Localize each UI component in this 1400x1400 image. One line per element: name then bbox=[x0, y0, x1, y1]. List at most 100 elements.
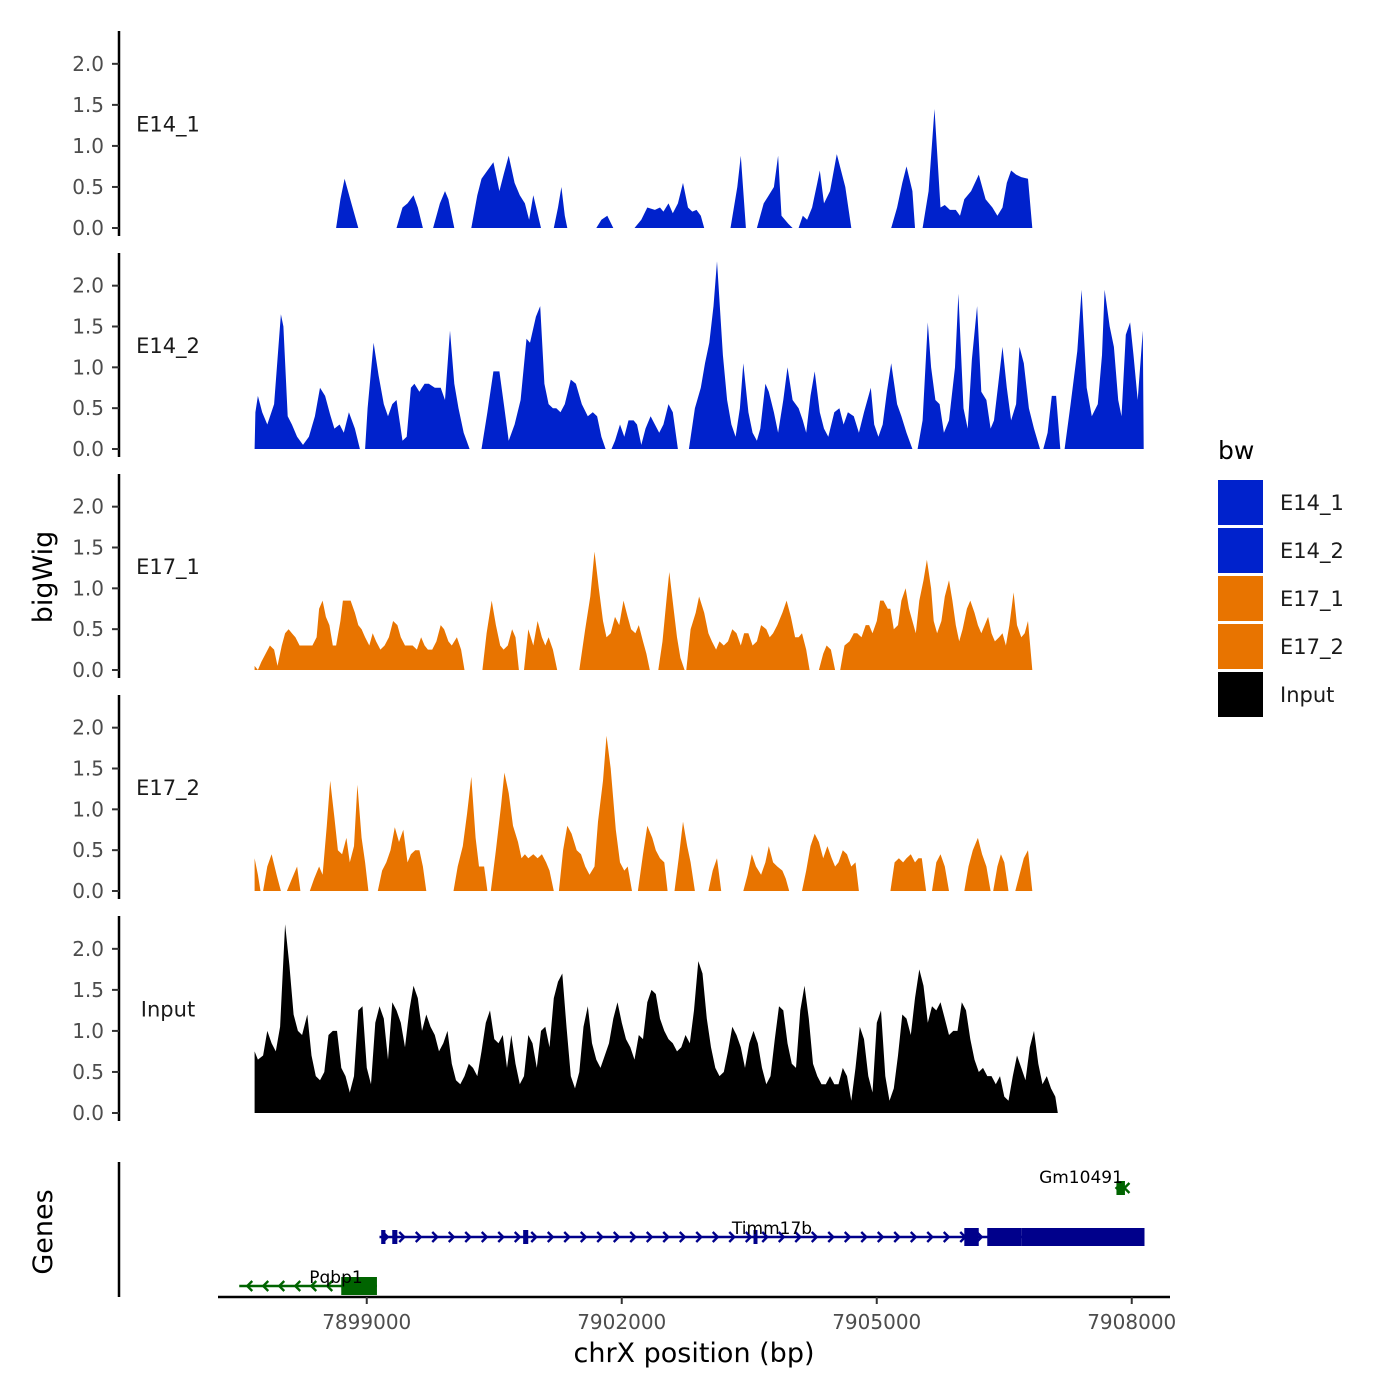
gene-Gm10491: Gm10491 bbox=[1039, 1168, 1131, 1195]
area-Input bbox=[254, 924, 1058, 1113]
gene-label-Timm17b: Timm17b bbox=[731, 1219, 812, 1239]
genes-axis-title: Genes bbox=[28, 1189, 59, 1274]
legend-label-E17_2: E17_2 bbox=[1280, 635, 1344, 660]
x-tick-label-1: 7902000 bbox=[577, 1310, 666, 1334]
legend-label-E14_1: E14_1 bbox=[1280, 491, 1344, 516]
y-tick-label-E17_2-2: 1.0 bbox=[72, 797, 104, 821]
gene-chevron-Pqbp1 bbox=[261, 1280, 270, 1292]
gene-chevron-Timm17b bbox=[794, 1231, 802, 1243]
track-Input: 0.0 0.5 1.0 1.5 2.0 Input bbox=[72, 916, 1058, 1125]
gene-exon-Timm17b-3 bbox=[753, 1230, 758, 1244]
track-E14_2: 0.0 0.5 1.0 1.5 2.0 E14_2 bbox=[72, 253, 1144, 461]
gene-exon-Timm17b-1 bbox=[392, 1230, 398, 1244]
gene-chevron-Timm17b bbox=[942, 1231, 951, 1243]
y-tick-label-E14_1-3: 1.5 bbox=[72, 93, 104, 117]
gene-chevron-Timm17b bbox=[843, 1231, 852, 1243]
track-label-E14_1: E14_1 bbox=[136, 113, 200, 138]
gene-chevron-Timm17b bbox=[926, 1231, 934, 1243]
gene-chevron-Pqbp1 bbox=[293, 1280, 302, 1292]
y-tick-label-E14_1-1: 0.5 bbox=[72, 175, 104, 199]
gene-chevron-Pqbp1 bbox=[325, 1280, 334, 1292]
gene-chevron-Timm17b bbox=[744, 1231, 753, 1243]
gene-chevron-Timm17b bbox=[398, 1231, 406, 1243]
gene-chevron-Timm17b bbox=[447, 1231, 456, 1243]
gene-exon-Timm17b-5 bbox=[987, 1228, 1022, 1246]
gene-Timm17b: Timm17b bbox=[379, 1219, 1145, 1246]
track-label-E14_2: E14_2 bbox=[136, 334, 200, 359]
legend-key-E17_1 bbox=[1218, 576, 1263, 621]
y-tick-label-E17_1-4: 2.0 bbox=[72, 495, 104, 519]
y-tick-label-E17_1-3: 1.5 bbox=[72, 536, 104, 560]
y-tick-label-E14_2-3: 1.5 bbox=[72, 315, 104, 339]
gene-chevron-Timm17b bbox=[645, 1231, 654, 1243]
gene-label-Pqbp1: Pqbp1 bbox=[309, 1268, 362, 1288]
gene-chevron-Pqbp1 bbox=[277, 1280, 286, 1292]
area-E14_1 bbox=[336, 109, 1033, 228]
gene-chevron-Timm17b bbox=[810, 1231, 819, 1243]
gene-chevron-Timm17b bbox=[777, 1231, 786, 1243]
gene-chevron-Timm17b bbox=[761, 1231, 769, 1243]
gene-exon-Timm17b-4 bbox=[964, 1228, 979, 1246]
gene-chevron-Pqbp1 bbox=[245, 1280, 254, 1292]
gene-chevron-Gm10491 bbox=[1122, 1182, 1131, 1194]
track-E17_1: 0.0 0.5 1.0 1.5 2.0 E17_1 bbox=[72, 474, 1033, 682]
gene-chevron-Timm17b bbox=[612, 1231, 621, 1243]
y-tick-label-E17_2-1: 0.5 bbox=[72, 838, 104, 862]
legend-key-E14_2 bbox=[1218, 528, 1263, 573]
gene-exon-Pqbp1 bbox=[341, 1277, 377, 1295]
gene-chevron-Timm17b bbox=[414, 1231, 423, 1243]
gene-chevron-Timm17b bbox=[563, 1231, 571, 1243]
y-tick-label-E17_2-0: 0.0 bbox=[72, 879, 104, 903]
track-label-E17_2: E17_2 bbox=[136, 776, 200, 801]
gene-chevron-Timm17b bbox=[596, 1231, 604, 1243]
legend-label-E14_2: E14_2 bbox=[1280, 539, 1344, 564]
genes-track: Gm10491 Timm17b Pqbp1 bbox=[117, 1162, 1145, 1297]
x-axis: 7899000 7902000 7905000 7908000 bbox=[218, 1295, 1176, 1334]
gene-label-Gm10491: Gm10491 bbox=[1039, 1168, 1123, 1188]
y-tick-label-E14_1-2: 1.0 bbox=[72, 134, 104, 158]
x-tick-label-3: 7908000 bbox=[1087, 1310, 1176, 1334]
track-E17_2: 0.0 0.5 1.0 1.5 2.0 E17_2 bbox=[72, 695, 1033, 903]
y-tick-label-E17_2-3: 1.5 bbox=[72, 757, 104, 781]
gene-chevron-Timm17b bbox=[662, 1231, 670, 1243]
gene-chevron-Timm17b bbox=[728, 1231, 736, 1243]
y-tick-label-E14_2-4: 2.0 bbox=[72, 274, 104, 298]
track-label-E17_1: E17_1 bbox=[136, 555, 200, 580]
gene-chevron-Timm17b bbox=[909, 1231, 918, 1243]
area-E14_2 bbox=[254, 261, 1144, 449]
y-tick-label-Input-4: 2.0 bbox=[72, 937, 104, 961]
gene-chevron-Gm10491 bbox=[1114, 1182, 1123, 1194]
x-tick-label-0: 7899000 bbox=[322, 1310, 411, 1334]
gene-chevron-Timm17b bbox=[497, 1231, 505, 1243]
gene-exon-Gm10491 bbox=[1116, 1181, 1125, 1195]
gene-exon-Timm17b-6 bbox=[1021, 1228, 1145, 1246]
gene-chevron-Timm17b bbox=[530, 1231, 538, 1243]
legend-key-E14_1 bbox=[1218, 480, 1263, 525]
area-E17_1 bbox=[254, 551, 1033, 670]
y-tick-label-Input-0: 0.0 bbox=[72, 1101, 104, 1125]
y-tick-label-E17_1-1: 0.5 bbox=[72, 617, 104, 641]
x-tick-label-2: 7905000 bbox=[832, 1310, 921, 1334]
y-tick-label-Input-3: 1.5 bbox=[72, 978, 104, 1002]
y-tick-label-E17_1-0: 0.0 bbox=[72, 658, 104, 682]
gene-chevron-Timm17b bbox=[629, 1231, 637, 1243]
gene-chevron-Timm17b bbox=[827, 1231, 835, 1243]
gene-exon-Timm17b-0 bbox=[381, 1230, 386, 1244]
gene-chevron-Timm17b bbox=[678, 1231, 687, 1243]
y-tick-label-E14_2-2: 1.0 bbox=[72, 355, 104, 379]
gene-exon-Timm17b-2 bbox=[523, 1230, 529, 1244]
y-tick-label-E14_1-4: 2.0 bbox=[72, 52, 104, 76]
gene-chevron-Timm17b bbox=[480, 1231, 489, 1243]
gene-chevron-Pqbp1 bbox=[309, 1280, 318, 1292]
bigwig-tracks: 0.0 0.5 1.0 1.5 2.0 E14_1 0.0 0.5 1.0 1.5 2.0 E14_2… bbox=[72, 31, 1144, 1125]
legend-label-Input: Input bbox=[1280, 683, 1334, 707]
y-tick-label-Input-2: 1.0 bbox=[72, 1019, 104, 1043]
gene-chevron-Timm17b bbox=[546, 1231, 555, 1243]
area-E17_2 bbox=[254, 735, 1033, 891]
track-E14_1: 0.0 0.5 1.0 1.5 2.0 E14_1 bbox=[72, 31, 1033, 240]
legend-title: bw bbox=[1218, 436, 1254, 465]
y-tick-label-E14_2-1: 0.5 bbox=[72, 396, 104, 420]
gene-chevron-Timm17b bbox=[711, 1231, 720, 1243]
y-tick-label-E14_1-0: 0.0 bbox=[72, 216, 104, 240]
gene-chevron-Timm17b bbox=[695, 1231, 703, 1243]
